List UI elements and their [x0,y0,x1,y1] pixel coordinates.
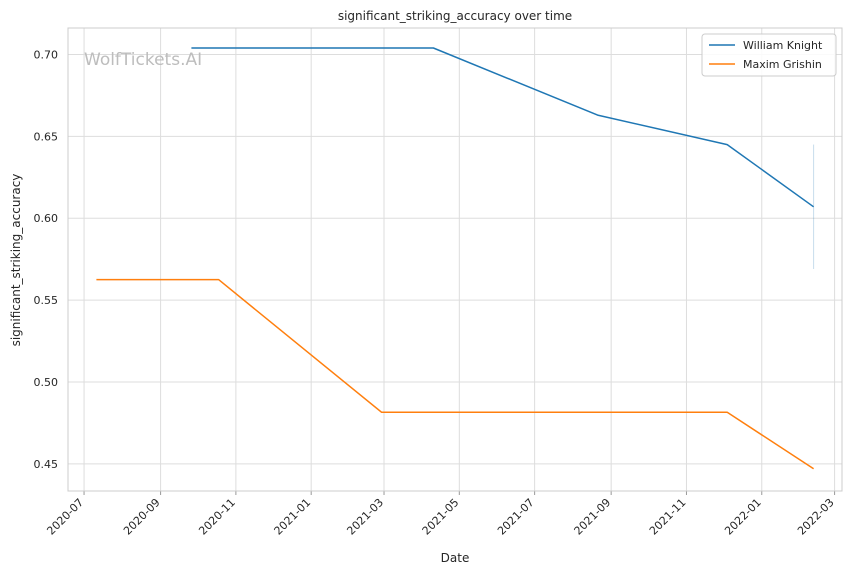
data-point-maxim-grishin [217,278,219,280]
data-point-maxim-grishin [380,411,382,413]
y-tick-label: 0.65 [34,130,59,143]
data-point-maxim-grishin [726,411,728,413]
legend-box [701,33,837,77]
data-point-william-knight [812,206,814,208]
y-tick-label: 0.70 [34,49,59,62]
x-axis-label: Date [441,551,470,565]
y-tick-labels: 0.45 0.50 0.55 0.60 0.65 0.70 [34,49,59,471]
data-point-maxim-grishin [95,278,97,280]
chart-title: significant_striking_accuracy over time [338,9,572,23]
data-point-william-knight [596,114,598,116]
legend-label-maxim-grishin: Maxim Grishin [743,58,822,71]
y-tick-label: 0.45 [34,458,59,471]
legend-label-william-knight: William Knight [743,39,823,52]
y-axis-label: significant_striking_accuracy [9,174,23,347]
watermark: WolfTickets.AI [84,50,202,70]
data-point-maxim-grishin [812,468,814,470]
plot-frame [67,27,843,492]
y-tick-label: 0.60 [34,212,59,225]
y-tick-label: 0.50 [34,376,59,389]
data-point-william-knight [432,47,434,49]
series-layer [95,47,815,470]
y-tick-label: 0.55 [34,294,59,307]
data-point-william-knight [726,143,728,145]
series-line-maxim-grishin [96,278,815,470]
data-point-william-knight [190,47,192,49]
series-line-william-knight [191,47,815,208]
grid [68,28,842,495]
legend: William Knight Maxim Grishin [701,33,837,77]
